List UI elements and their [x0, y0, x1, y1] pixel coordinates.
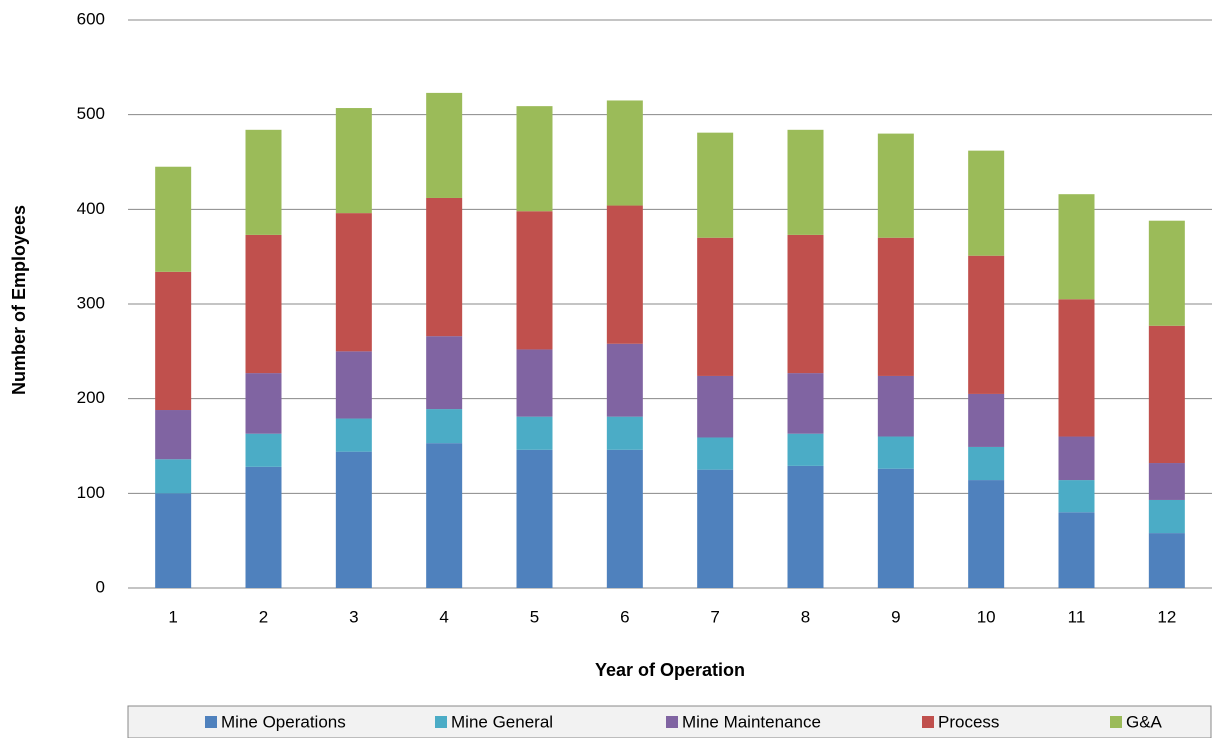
- bar-segment: [426, 92, 463, 198]
- bar-segment: [968, 255, 1005, 394]
- x-tick-label: 12: [1157, 607, 1176, 626]
- bar-segment: [516, 211, 553, 350]
- bar-segment: [877, 133, 914, 238]
- legend-swatch: [435, 716, 447, 728]
- y-tick-label: 200: [77, 388, 105, 407]
- bar-segment: [697, 375, 734, 438]
- legend-swatch: [666, 716, 678, 728]
- bar-segment: [606, 416, 643, 450]
- x-tick-label: 7: [710, 607, 719, 626]
- bar-segment: [697, 469, 734, 588]
- bar-segment: [1058, 480, 1095, 513]
- bar-segment: [606, 205, 643, 344]
- bar-segment: [155, 166, 192, 272]
- bar-segment: [335, 108, 372, 214]
- bar-segment: [245, 129, 282, 235]
- bar-segment: [787, 129, 824, 235]
- bar-segment: [426, 443, 463, 588]
- x-tick-label: 3: [349, 607, 358, 626]
- bar-segment: [1058, 512, 1095, 588]
- legend-label: Mine Operations: [221, 712, 346, 731]
- bar-segment: [968, 480, 1005, 588]
- bar-segment: [1148, 220, 1185, 326]
- bar-segment: [877, 436, 914, 469]
- bar-segment: [877, 375, 914, 437]
- legend-label: Mine Maintenance: [682, 712, 821, 731]
- x-tick-label: 9: [891, 607, 900, 626]
- x-tick-label: 2: [259, 607, 268, 626]
- bar-segment: [968, 150, 1005, 256]
- legend-label: G&A: [1126, 712, 1163, 731]
- bar-segment: [516, 106, 553, 212]
- bar-segment: [1148, 325, 1185, 464]
- bar-segment: [155, 459, 192, 494]
- bar-segment: [787, 433, 824, 466]
- y-axis-title: Number of Employees: [9, 205, 29, 395]
- bar-segment: [1148, 533, 1185, 588]
- bar-segment: [968, 393, 1005, 447]
- legend-label: Mine General: [451, 712, 553, 731]
- x-tick-label: 4: [439, 607, 448, 626]
- y-tick-label: 0: [96, 577, 105, 596]
- bar-segment: [606, 449, 643, 588]
- bar-segment: [787, 465, 824, 588]
- bar-segment: [1148, 499, 1185, 534]
- x-tick-label: 1: [168, 607, 177, 626]
- x-tick-label: 6: [620, 607, 629, 626]
- bar-segment: [426, 336, 463, 410]
- bar-segment: [155, 410, 192, 460]
- bar-segment: [697, 237, 734, 376]
- legend-label: Process: [938, 712, 999, 731]
- bar-segment: [606, 343, 643, 417]
- bar-segment: [516, 416, 553, 450]
- bar-segment: [245, 373, 282, 434]
- y-tick-label: 400: [77, 199, 105, 218]
- bar-segment: [426, 197, 463, 337]
- y-tick-label: 300: [77, 293, 105, 312]
- bar-segment: [606, 100, 643, 206]
- bar-segment: [787, 234, 824, 374]
- x-tick-label: 10: [977, 607, 996, 626]
- bar-segment: [697, 437, 734, 470]
- bar-segment: [155, 493, 192, 588]
- bar-segment: [335, 213, 372, 352]
- bar-segment: [1058, 194, 1095, 300]
- bar-segment: [877, 237, 914, 376]
- y-tick-label: 500: [77, 104, 105, 123]
- bar-segment: [335, 418, 372, 452]
- y-tick-label: 600: [77, 9, 105, 28]
- legend-swatch: [922, 716, 934, 728]
- bar-segment: [968, 446, 1005, 481]
- bar-segment: [1058, 299, 1095, 437]
- y-tick-label: 100: [77, 483, 105, 502]
- x-tick-label: 5: [530, 607, 539, 626]
- bar-segment: [335, 451, 372, 588]
- bar-segment: [245, 433, 282, 467]
- bar-segment: [335, 351, 372, 419]
- bar-segment: [697, 132, 734, 238]
- bar-segment: [155, 271, 192, 411]
- bar-segment: [877, 468, 914, 588]
- bar-segment: [245, 466, 282, 588]
- bar-segment: [516, 349, 553, 417]
- bar-segment: [516, 449, 553, 588]
- bar-segment: [1148, 463, 1185, 500]
- bar-segment: [426, 409, 463, 444]
- bar-segment: [1058, 436, 1095, 481]
- x-tick-label: 8: [801, 607, 810, 626]
- bar-segment: [787, 373, 824, 434]
- x-axis-title: Year of Operation: [595, 660, 745, 680]
- x-tick-label: 11: [1068, 607, 1086, 626]
- bar-segment: [245, 234, 282, 374]
- legend-swatch: [205, 716, 217, 728]
- legend-swatch: [1110, 716, 1122, 728]
